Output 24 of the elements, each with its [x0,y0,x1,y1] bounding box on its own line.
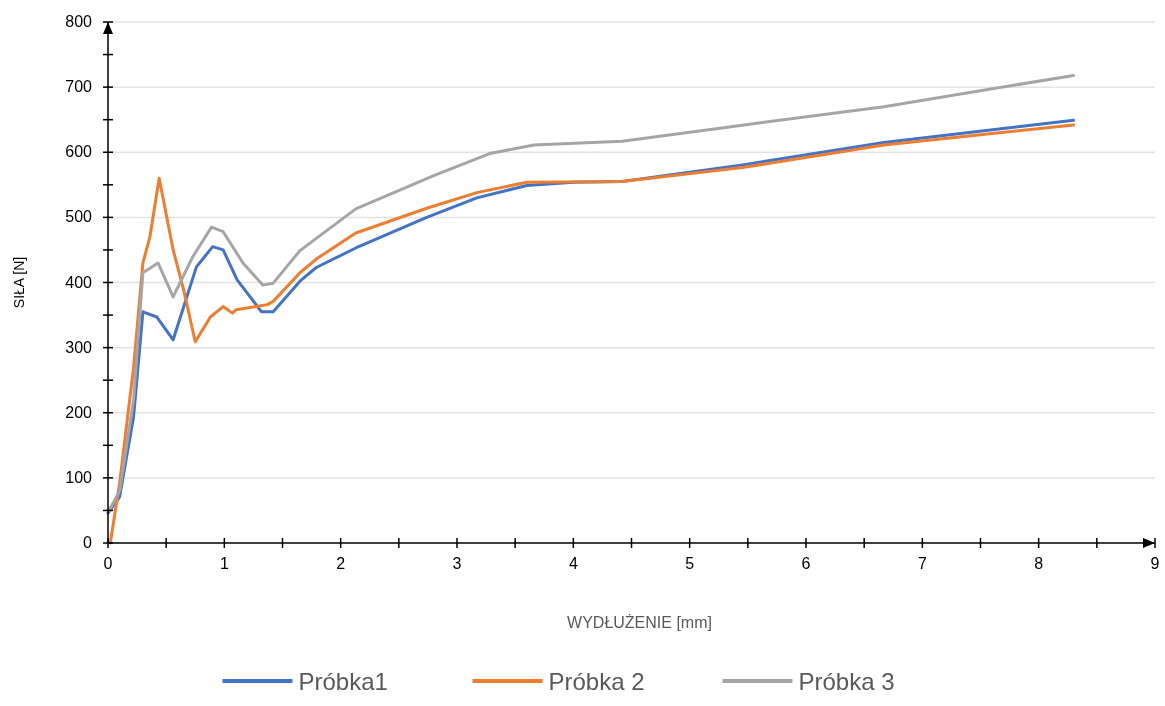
legend-label: Próbka 3 [798,668,895,695]
x-tick-label: 0 [103,555,113,572]
y-tick-label: 500 [65,208,93,226]
x-tick-label: 7 [917,555,927,572]
y-tick-label: 300 [65,338,93,356]
x-tick-label: 2 [336,555,346,572]
legend-label: Próbka 2 [548,668,645,695]
y-tick-label: 0 [83,534,93,551]
x-tick-label: 1 [219,555,229,572]
y-tick-label: 800 [65,13,93,30]
x-tick-label: 9 [1150,555,1160,572]
y-tick-label: 600 [65,143,93,161]
y-tick-label: 700 [65,78,93,96]
legend-label: Próbka1 [298,668,388,695]
y-tick-label: 100 [65,468,93,486]
x-tick-label: 8 [1034,555,1044,572]
y-tick-label: 200 [65,403,93,421]
y-tick-label: 400 [65,273,93,291]
x-tick-label: 3 [452,555,462,572]
x-axis-title: WYDŁUŻENIE [mm] [567,613,712,631]
x-tick-label: 5 [685,555,695,572]
x-tick-label: 6 [801,555,811,572]
x-tick-label: 4 [568,555,578,572]
y-axis-title: SIŁA [N] [11,256,27,309]
